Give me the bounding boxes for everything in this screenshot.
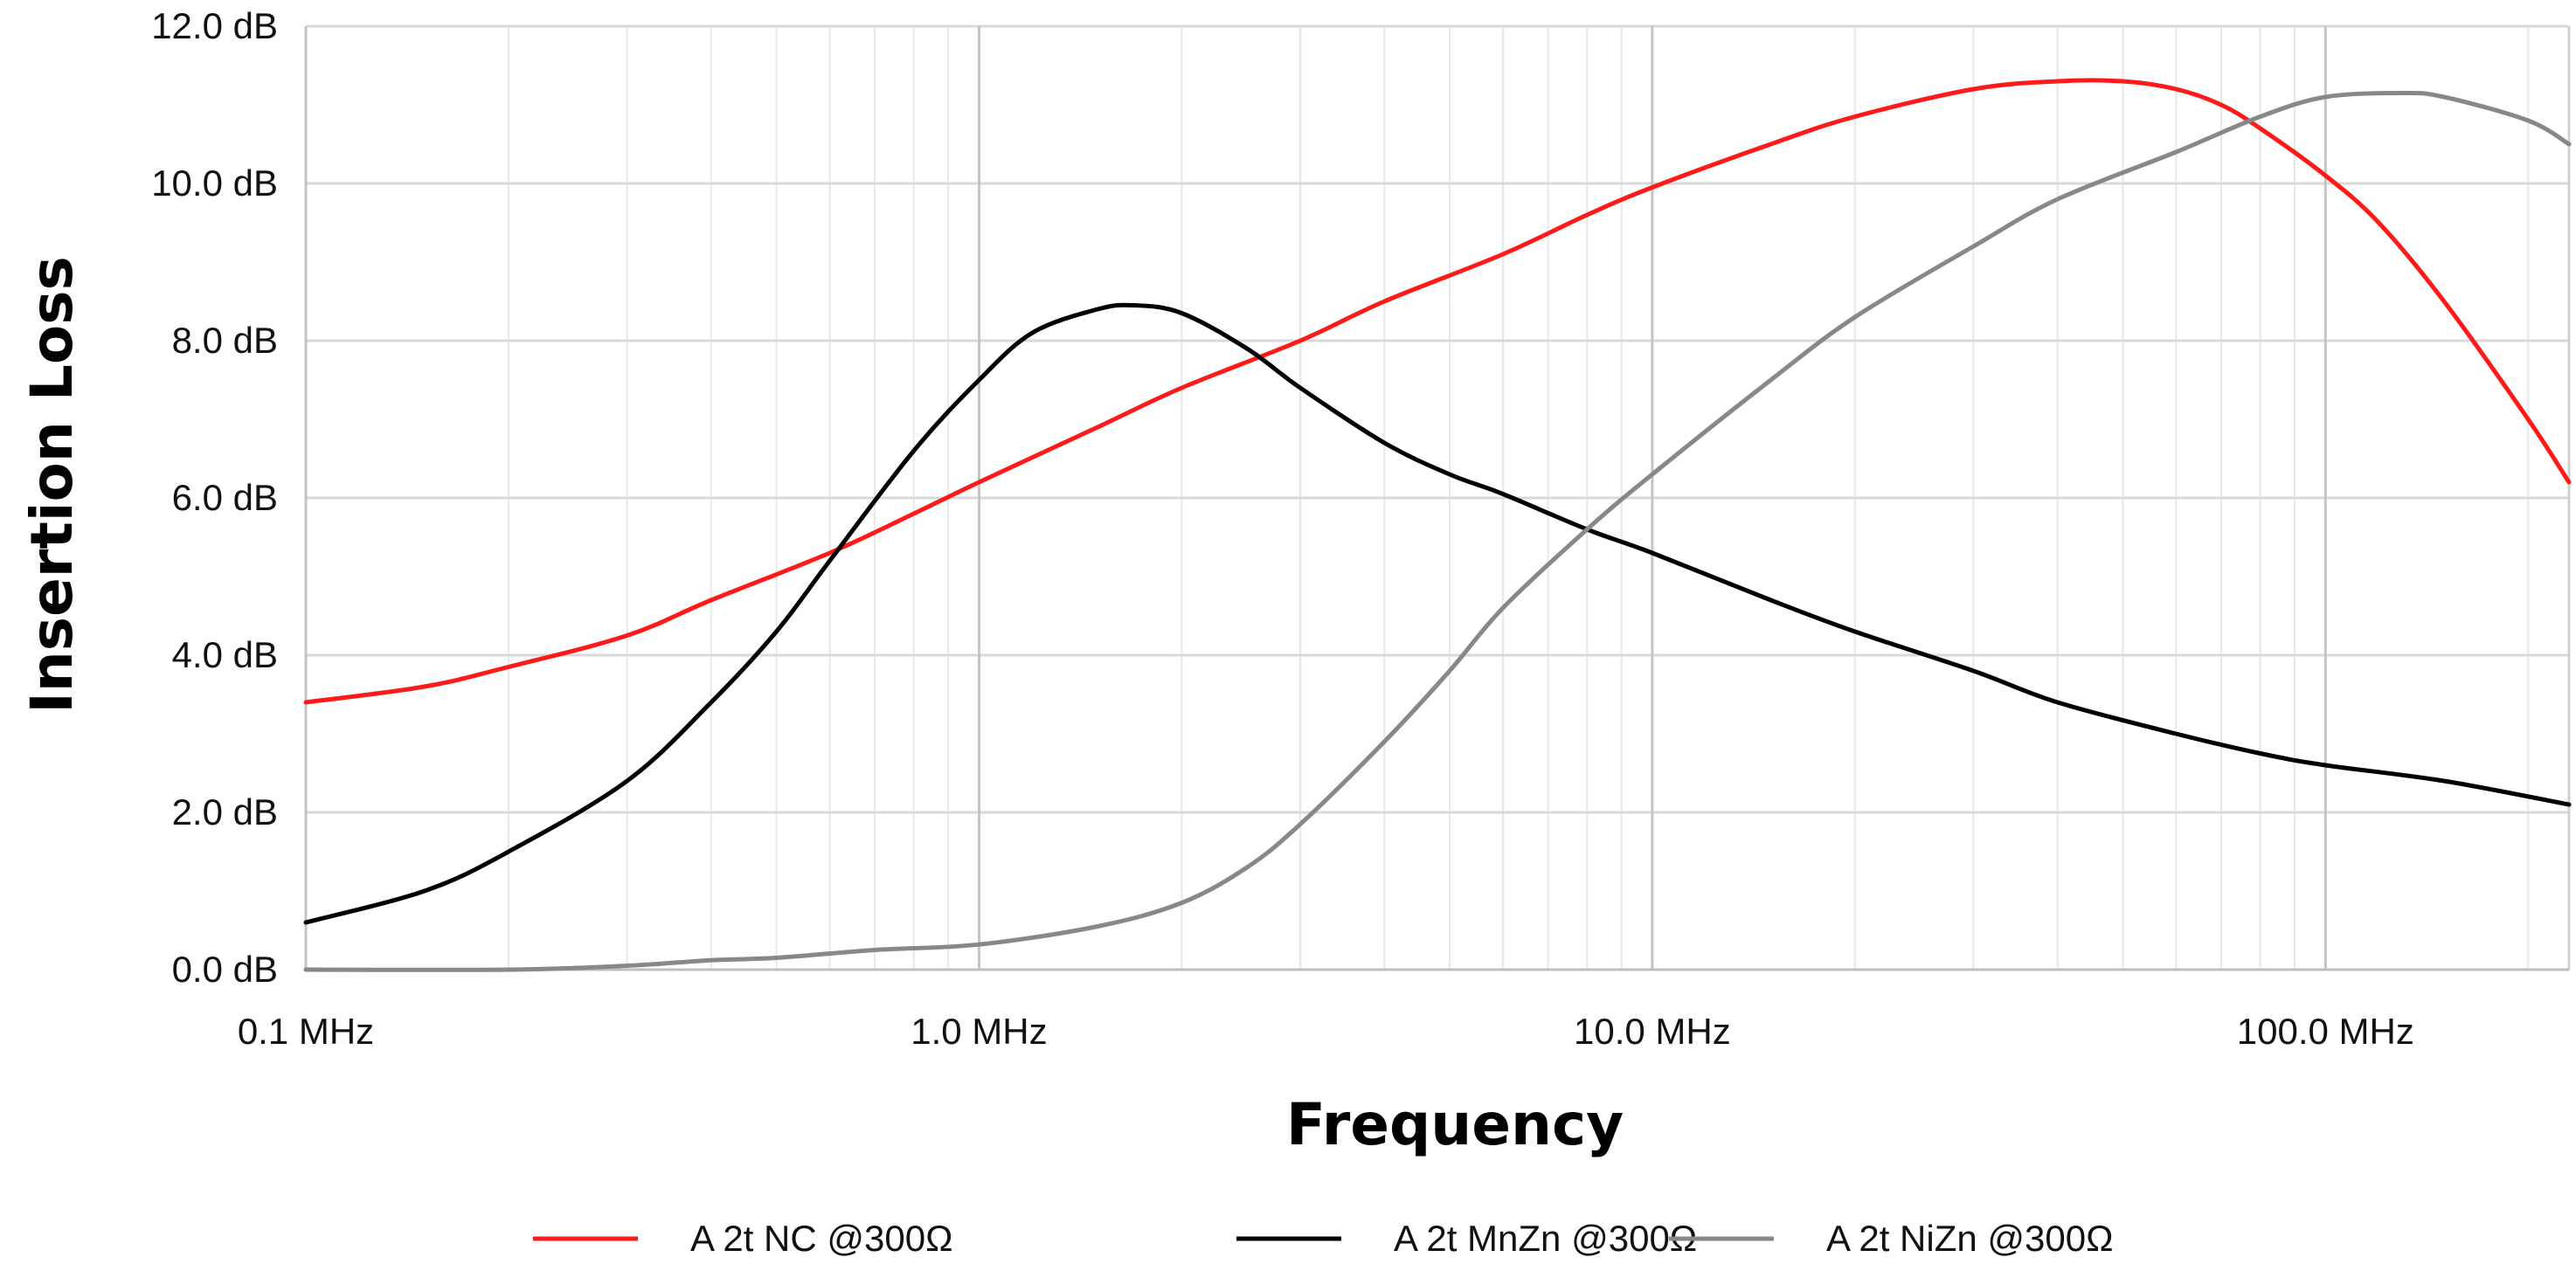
plot-frame xyxy=(306,26,2571,971)
y-axis-tick-labels: 0.0 dB 2.0 dB 4.0 dB 6.0 dB 8.0 dB 10.0 dB 12.… xyxy=(151,5,278,990)
x-tick-label: 1.0 MHz xyxy=(911,1011,1047,1052)
x-tick-label: 0.1 MHz xyxy=(238,1011,374,1052)
x-axis-tick-labels: 0.1 MHz 1.0 MHz 10.0 MHz 100.0 MHz xyxy=(238,1011,2414,1052)
y-tick-label: 0.0 dB xyxy=(172,949,278,990)
y-tick-label: 10.0 dB xyxy=(151,162,278,204)
legend-label-2: A 2t MnZn @300Ω xyxy=(1394,1218,1697,1259)
legend: A 2t NC @300Ω A 2t MnZn @300Ω A 2t NiZn @3… xyxy=(533,1218,2114,1259)
major-gridlines xyxy=(304,24,2569,971)
legend-label-1: A 2t NC @300Ω xyxy=(690,1218,953,1259)
series-line-2 xyxy=(303,302,2572,925)
y-tick-label: 2.0 dB xyxy=(172,791,278,832)
x-tick-label: 10.0 MHz xyxy=(1574,1011,1731,1052)
series-line-3 xyxy=(303,90,2572,972)
y-axis-title: Insertion Loss xyxy=(18,256,86,714)
y-tick-label: 8.0 dB xyxy=(172,320,278,361)
series-lines xyxy=(303,78,2572,972)
y-tick-label: 4.0 dB xyxy=(172,634,278,675)
y-tick-label: 6.0 dB xyxy=(172,477,278,518)
x-axis-title: Frequency xyxy=(1286,1091,1624,1158)
y-tick-label: 12.0 dB xyxy=(151,5,278,46)
x-tick-label: 100.0 MHz xyxy=(2237,1011,2414,1052)
legend-label-3: A 2t NiZn @300Ω xyxy=(1826,1218,2114,1259)
series-line-1 xyxy=(303,78,2572,705)
